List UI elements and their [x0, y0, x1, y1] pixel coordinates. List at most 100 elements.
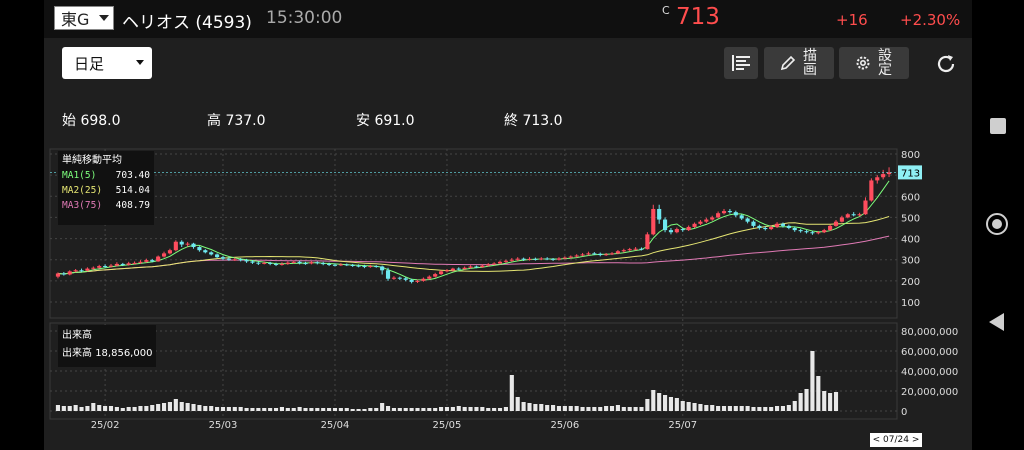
candle-body — [692, 223, 697, 227]
volume-bar — [468, 407, 473, 411]
candle-body — [433, 274, 438, 277]
candle-body — [515, 258, 520, 260]
candle-body — [527, 258, 532, 260]
volume-bar — [615, 405, 620, 411]
candle-body — [268, 262, 273, 264]
candle-body — [492, 263, 497, 265]
volume-bar — [774, 406, 780, 411]
volume-label: 出来高 — [62, 348, 92, 359]
candle-body — [97, 266, 102, 268]
volume-bar — [161, 403, 167, 411]
period-select-label: 日足 — [74, 54, 105, 73]
candle-body — [350, 265, 355, 266]
date-cursor-badge[interactable]: < 07/24 > — [870, 433, 922, 447]
volume-bar — [604, 406, 609, 411]
candle-body — [574, 255, 579, 257]
volume-bar — [769, 407, 774, 411]
indicator-list-button[interactable] — [724, 47, 758, 79]
candle-body — [167, 250, 173, 254]
volume-bar — [397, 408, 402, 411]
ma1-label: MA1(5) — [62, 170, 97, 181]
volume-bar — [645, 399, 650, 411]
ma3-label: MA3(75) — [62, 200, 103, 211]
home-icon[interactable] — [986, 213, 1008, 235]
candle-body — [462, 267, 467, 270]
ohlc-summary: 始 698.0 高 737.0 安 691.0 終 713.0 — [44, 94, 972, 144]
volume-bar — [780, 406, 786, 411]
candle-body — [220, 257, 226, 259]
draw-button-label: 描画 — [803, 48, 817, 78]
candle-body — [262, 262, 267, 264]
volume-legend: 出来高 出来高 18,856,000 — [58, 325, 156, 367]
volume-bar — [244, 408, 249, 411]
candle-body — [108, 265, 114, 267]
price-tick-label: 600 — [901, 192, 920, 203]
back-icon[interactable] — [989, 313, 1004, 331]
candle-body — [792, 228, 797, 231]
volume-bar — [332, 408, 338, 411]
volume-bar — [456, 406, 461, 411]
candle-body — [203, 250, 208, 253]
volume-bar — [686, 402, 691, 411]
candle-body — [621, 250, 626, 252]
candle-body — [332, 264, 338, 266]
volume-bar — [721, 406, 727, 411]
pencil-icon — [780, 55, 796, 71]
candle-body — [150, 260, 155, 262]
volume-legend-title: 出来高 — [62, 330, 92, 341]
volume-bar — [191, 404, 196, 411]
volume-bar — [621, 407, 626, 411]
volume-bar — [733, 406, 738, 411]
volume-bar — [150, 405, 155, 411]
candle-body — [427, 276, 432, 279]
candle-body — [845, 214, 850, 218]
high-value: 高 737.0 — [207, 113, 266, 129]
candle-body — [309, 262, 314, 264]
volume-bar — [521, 402, 526, 411]
candle-body — [421, 278, 426, 281]
candle-body — [185, 243, 190, 245]
stock-chart[interactable]: 80070060050040030020010080,000,00060,000… — [44, 145, 972, 450]
refresh-icon[interactable] — [934, 52, 958, 76]
volume-bar — [167, 402, 173, 411]
market-select[interactable]: 東G — [54, 6, 114, 30]
volume-bar — [368, 408, 373, 411]
volume-bar — [792, 401, 797, 411]
ma2-path — [57, 216, 890, 275]
candle-body — [739, 215, 744, 219]
volume-bar — [657, 393, 662, 411]
volume-bar — [197, 405, 202, 411]
candle-body — [374, 266, 379, 268]
settings-button[interactable]: 設定 — [839, 47, 909, 79]
volume-bar — [156, 404, 161, 411]
ma1-value: 703.40 — [115, 170, 150, 181]
price-change: +16 — [836, 11, 868, 29]
volume-bar — [391, 408, 396, 411]
period-select[interactable]: 日足 — [62, 47, 152, 79]
volume-bar — [55, 405, 61, 411]
candle-body — [356, 265, 361, 267]
ma1-line — [57, 180, 890, 281]
candle-body — [798, 230, 803, 232]
candle-body — [61, 273, 66, 275]
candle-body — [857, 214, 862, 216]
candle-body — [179, 241, 184, 245]
candle-body — [439, 271, 444, 275]
ma-legend-row: MA2(25) 514.04 — [62, 183, 150, 198]
candle-body — [397, 277, 402, 279]
candle-body — [120, 263, 125, 265]
volume-bar — [256, 408, 261, 411]
candle-body — [568, 256, 573, 258]
recent-apps-icon[interactable] — [990, 118, 1006, 134]
volume-bar — [85, 406, 90, 411]
open-value: 始 698.0 — [62, 113, 121, 129]
candle-body — [279, 263, 284, 265]
candle-body — [103, 266, 108, 268]
volume-bar — [716, 406, 721, 411]
candle-body — [751, 221, 756, 226]
draw-button[interactable]: 描画 — [764, 47, 834, 79]
volume-bar — [67, 406, 72, 411]
volume-bar — [91, 403, 96, 411]
volume-bar — [450, 407, 455, 411]
volume-bar — [385, 406, 391, 411]
